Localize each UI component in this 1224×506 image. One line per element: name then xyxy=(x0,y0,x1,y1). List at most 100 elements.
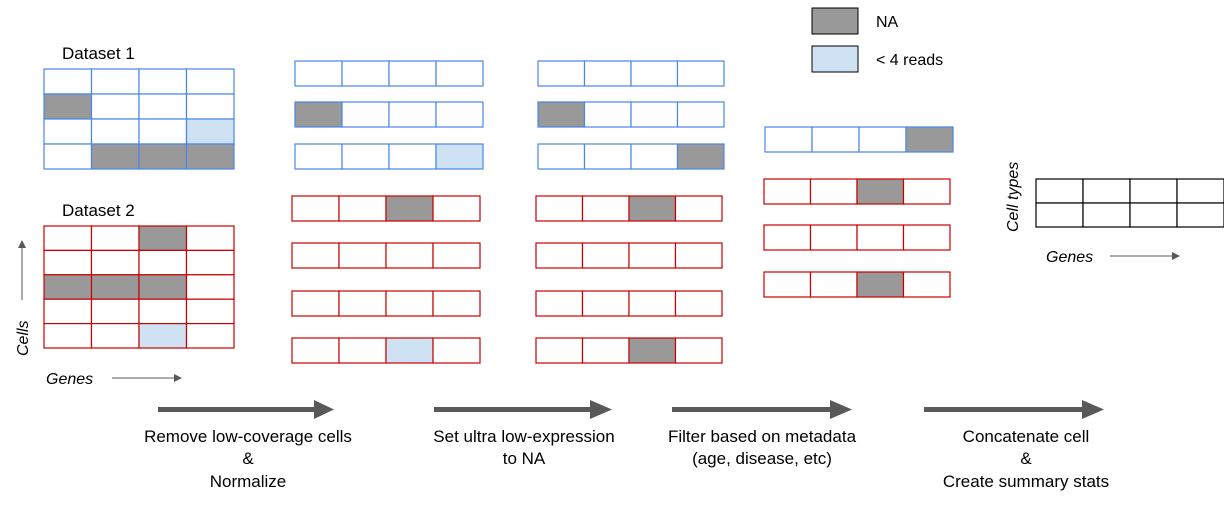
dataset1-title: Dataset 1 xyxy=(62,44,135,63)
matrix-cell xyxy=(537,101,586,128)
step-arrow-3 xyxy=(672,400,852,419)
matrix-cell xyxy=(763,178,812,205)
matrix-cell xyxy=(138,68,188,95)
matrix-cell xyxy=(676,101,725,128)
step2-blue-row-3 xyxy=(537,143,725,170)
matrix-cell xyxy=(185,93,235,120)
step-4-line-2: & xyxy=(1020,449,1032,468)
matrix-cell xyxy=(856,178,905,205)
summary-axes: Cell types Genes xyxy=(1005,162,1180,266)
step1-red-row-3 xyxy=(291,290,481,317)
step1-blue-row-2 xyxy=(294,101,484,128)
matrix-cell xyxy=(630,101,679,128)
cells-axis: Cells xyxy=(15,240,32,356)
cell-types-axis-label: Cell types xyxy=(1005,162,1022,232)
matrix-cell xyxy=(291,195,340,222)
matrix-cell xyxy=(1176,178,1224,204)
matrix-cell xyxy=(583,143,632,170)
step2-red-row-1 xyxy=(535,195,723,222)
matrix-cell xyxy=(138,93,188,120)
step-labels: Remove low-coverage cells & Normalize Se… xyxy=(144,427,1109,491)
step2-red-row-3 xyxy=(535,290,723,317)
matrix-cell xyxy=(43,118,93,145)
matrix-cell xyxy=(291,337,340,364)
matrix-cell xyxy=(385,337,434,364)
matrix-cell xyxy=(185,249,235,276)
matrix-cell xyxy=(1176,202,1224,228)
matrix-cell xyxy=(435,143,484,170)
matrix-cell xyxy=(581,195,630,222)
matrix-cell xyxy=(90,249,140,276)
legend: NA < 4 reads xyxy=(811,7,943,73)
matrix-cell xyxy=(43,249,93,276)
matrix-cell xyxy=(905,126,954,153)
summary-genes-axis-label: Genes xyxy=(1046,249,1093,266)
summary-matrix xyxy=(1035,178,1224,228)
legend-na-swatch xyxy=(811,7,859,35)
matrix-cell xyxy=(581,337,630,364)
matrix-cell xyxy=(90,93,140,120)
step-arrow-4 xyxy=(924,400,1104,419)
matrix-cell xyxy=(1082,178,1131,204)
step-2-line-2: to NA xyxy=(503,449,546,468)
matrix-cell xyxy=(1035,202,1084,228)
matrix-cell xyxy=(811,126,860,153)
matrix-cell xyxy=(43,225,93,251)
genes-axis-label: Genes xyxy=(46,371,93,388)
matrix-cell xyxy=(809,224,858,251)
matrix-cell xyxy=(341,60,390,87)
step3-red-row-3 xyxy=(763,271,951,298)
step-arrow-2 xyxy=(434,400,612,419)
matrix-cell xyxy=(90,298,140,325)
matrix-cell xyxy=(432,337,481,364)
matrix-cell xyxy=(628,337,677,364)
step-4-line-1: Concatenate cell xyxy=(963,427,1090,446)
step3-blue-row-1 xyxy=(764,126,954,153)
matrix-cell xyxy=(1082,202,1131,228)
matrix-cell xyxy=(43,143,93,170)
matrix-cell xyxy=(138,118,188,145)
cells-axis-label: Cells xyxy=(15,320,32,356)
step-1-line-3: Normalize xyxy=(210,472,287,491)
legend-low-label: < 4 reads xyxy=(876,52,943,69)
matrix-cell xyxy=(535,242,584,269)
matrix-cell xyxy=(809,271,858,298)
matrix-cell xyxy=(385,290,434,317)
matrix-cell xyxy=(583,60,632,87)
matrix-cell xyxy=(185,225,235,251)
matrix-cell xyxy=(185,323,235,349)
step1-blue-row-1 xyxy=(294,60,484,87)
matrix-cell xyxy=(338,337,387,364)
matrix-cell xyxy=(43,274,93,300)
step-1-line-2: & xyxy=(242,449,254,468)
matrix-cell xyxy=(1035,178,1084,204)
step-4-line-3: Create summary stats xyxy=(943,472,1109,491)
matrix-cell xyxy=(185,298,235,325)
matrix-cell xyxy=(341,101,390,128)
matrix-cell xyxy=(535,337,584,364)
matrix-cell xyxy=(676,143,725,170)
matrix-cell xyxy=(432,290,481,317)
step-arrow-1 xyxy=(158,400,334,419)
step2-red-row-4 xyxy=(535,337,723,364)
matrix-cell xyxy=(138,225,188,251)
step3-red-row-2 xyxy=(763,224,951,251)
step-1-line-1: Remove low-coverage cells xyxy=(144,427,352,446)
matrix-cell xyxy=(43,68,93,95)
matrix-cell xyxy=(185,68,235,95)
matrix-cell xyxy=(432,195,481,222)
matrix-cell xyxy=(291,290,340,317)
matrix-cell xyxy=(674,337,723,364)
matrix-cell xyxy=(341,143,390,170)
matrix-cell xyxy=(294,101,343,128)
matrix-cell xyxy=(385,195,434,222)
matrix-cell xyxy=(138,298,188,325)
matrix-cell xyxy=(858,126,907,153)
matrix-cell xyxy=(628,290,677,317)
step-2-line-1: Set ultra low-expression xyxy=(433,427,614,446)
matrix-cell xyxy=(90,323,140,349)
matrix-cell xyxy=(1129,178,1178,204)
matrix-cell xyxy=(138,274,188,300)
step1-red-row-2 xyxy=(291,242,481,269)
